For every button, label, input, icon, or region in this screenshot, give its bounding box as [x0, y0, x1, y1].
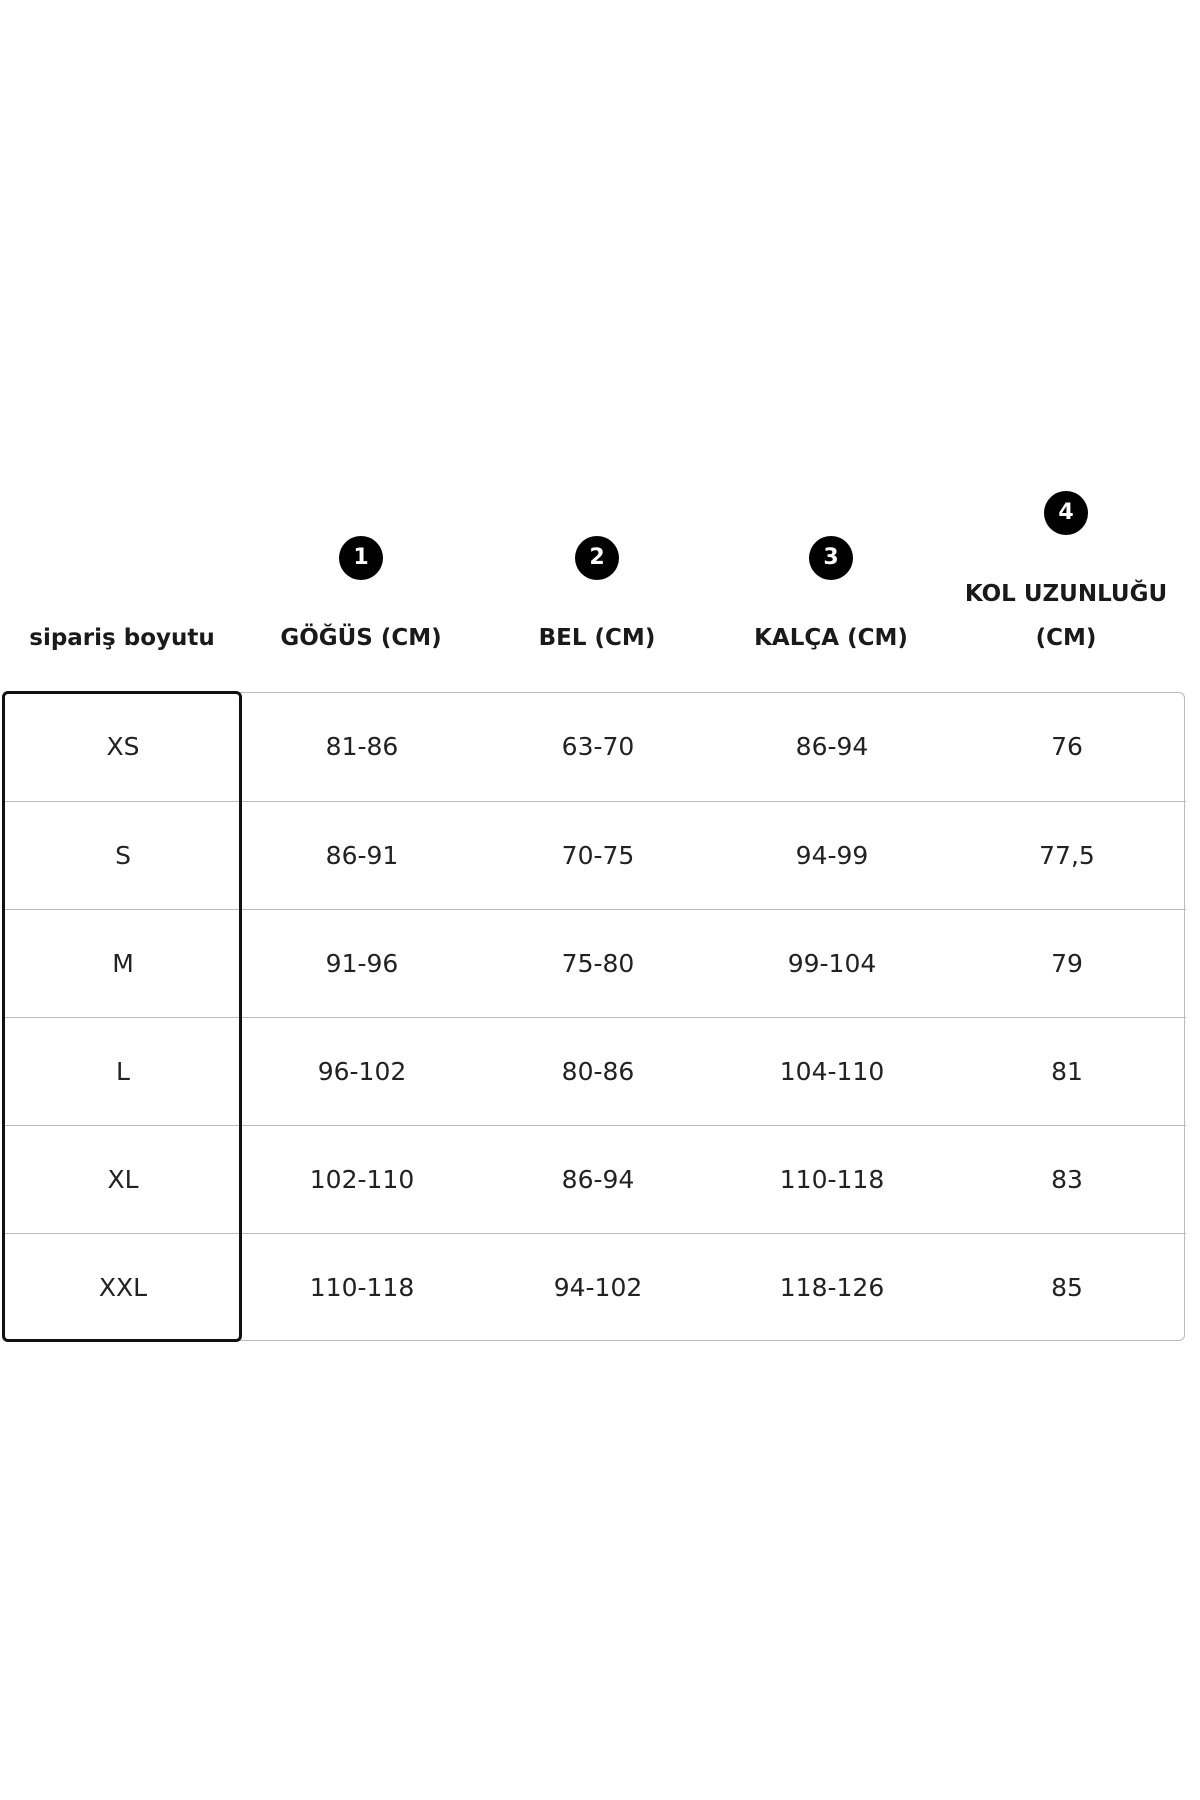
- cell-hip: 118-126: [779, 1273, 885, 1302]
- cell-sleeve: 85: [1051, 1273, 1083, 1302]
- cell-waist: 94-102: [553, 1273, 643, 1302]
- cell-size: XS: [106, 732, 140, 761]
- cell-size: XXL: [98, 1273, 148, 1302]
- cell-size: XL: [107, 1165, 139, 1194]
- cell-chest: 102-110: [309, 1165, 415, 1194]
- header-hip: KALÇA (CM): [754, 625, 908, 651]
- header-sleeve-length-line2: (CM): [1035, 625, 1097, 651]
- cell-chest: 110-118: [309, 1273, 415, 1302]
- cell-waist: 63-70: [561, 732, 635, 761]
- number-badge-4: 4: [1044, 491, 1088, 535]
- table-row: XXL 110-118 94-102 118-126 85: [3, 1233, 1186, 1342]
- cell-waist: 75-80: [561, 949, 635, 978]
- cell-chest: 86-91: [325, 841, 399, 870]
- cell-hip: 104-110: [779, 1057, 885, 1086]
- cell-waist: 86-94: [561, 1165, 635, 1194]
- cell-size: S: [115, 841, 131, 870]
- cell-sleeve: 77,5: [1039, 841, 1095, 870]
- number-badge-1: 1: [339, 536, 383, 580]
- cell-size: M: [112, 949, 134, 978]
- cell-size: L: [116, 1057, 130, 1086]
- cell-chest: 96-102: [317, 1057, 407, 1086]
- table-row: S 86-91 70-75 94-99 77,5: [3, 801, 1186, 910]
- cell-waist: 70-75: [561, 841, 635, 870]
- cell-hip: 86-94: [795, 732, 869, 761]
- header-waist: BEL (CM): [538, 625, 656, 651]
- table-row: XS 81-86 63-70 86-94 76: [3, 693, 1186, 801]
- size-column-highlight: [2, 691, 242, 1342]
- table-row: M 91-96 75-80 99-104 79: [3, 909, 1186, 1018]
- header-chest: GÖĞÜS (CM): [280, 625, 442, 651]
- number-badge-3: 3: [809, 536, 853, 580]
- table-row: XL 102-110 86-94 110-118 83: [3, 1125, 1186, 1234]
- cell-chest: 81-86: [325, 732, 399, 761]
- cell-chest: 91-96: [325, 949, 399, 978]
- cell-sleeve: 83: [1051, 1165, 1083, 1194]
- cell-hip: 94-99: [795, 841, 869, 870]
- cell-sleeve: 81: [1051, 1057, 1083, 1086]
- header-order-size: sipariş boyutu: [29, 625, 215, 651]
- cell-hip: 99-104: [787, 949, 877, 978]
- number-badge-2: 2: [575, 536, 619, 580]
- cell-sleeve: 76: [1051, 732, 1083, 761]
- cell-sleeve: 79: [1051, 949, 1083, 978]
- cell-waist: 80-86: [561, 1057, 635, 1086]
- table-row: L 96-102 80-86 104-110 81: [3, 1017, 1186, 1126]
- cell-hip: 110-118: [779, 1165, 885, 1194]
- header-sleeve-length-line1: KOL UZUNLUĞU: [964, 581, 1168, 607]
